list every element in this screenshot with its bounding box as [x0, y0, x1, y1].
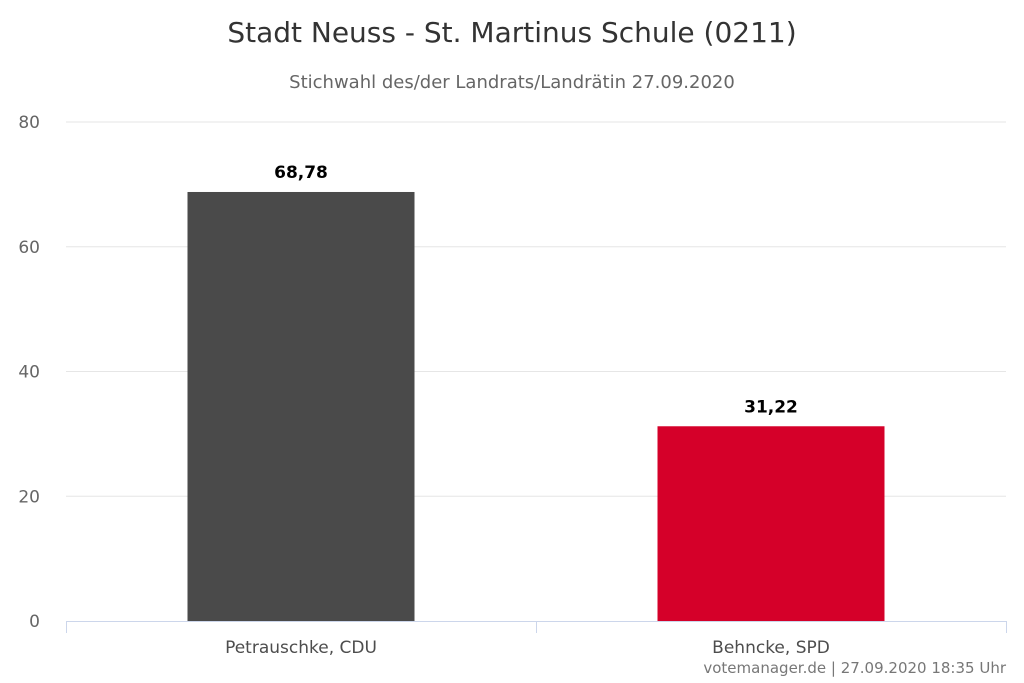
credit-text: votemanager.de | 27.09.2020 18:35 Uhr — [703, 659, 1006, 677]
x-axis: Petrauschke, CDU Behncke, SPD — [66, 621, 1007, 658]
chart-subtitle: Stichwahl des/der Landrats/Landrätin 27.… — [289, 72, 735, 93]
bar-value-label: 68,78 — [274, 163, 328, 183]
y-tick-label: 80 — [18, 113, 40, 133]
bar-value-label: 31,22 — [744, 397, 798, 417]
x-category-label: Petrauschke, CDU — [225, 638, 377, 658]
y-tick-label: 20 — [18, 487, 40, 507]
bars — [187, 191, 885, 622]
y-tick-label: 40 — [18, 363, 40, 383]
bar[interactable] — [657, 426, 885, 621]
chart-title: Stadt Neuss - St. Martinus Schule (0211) — [227, 16, 796, 49]
bar[interactable] — [187, 191, 415, 622]
y-axis-ticks: 0 20 40 60 80 — [18, 113, 40, 632]
data-labels: 68,78 31,22 — [274, 163, 798, 417]
x-category-label: Behncke, SPD — [712, 638, 830, 658]
y-tick-label: 60 — [18, 238, 40, 258]
y-tick-label: 0 — [29, 612, 40, 632]
